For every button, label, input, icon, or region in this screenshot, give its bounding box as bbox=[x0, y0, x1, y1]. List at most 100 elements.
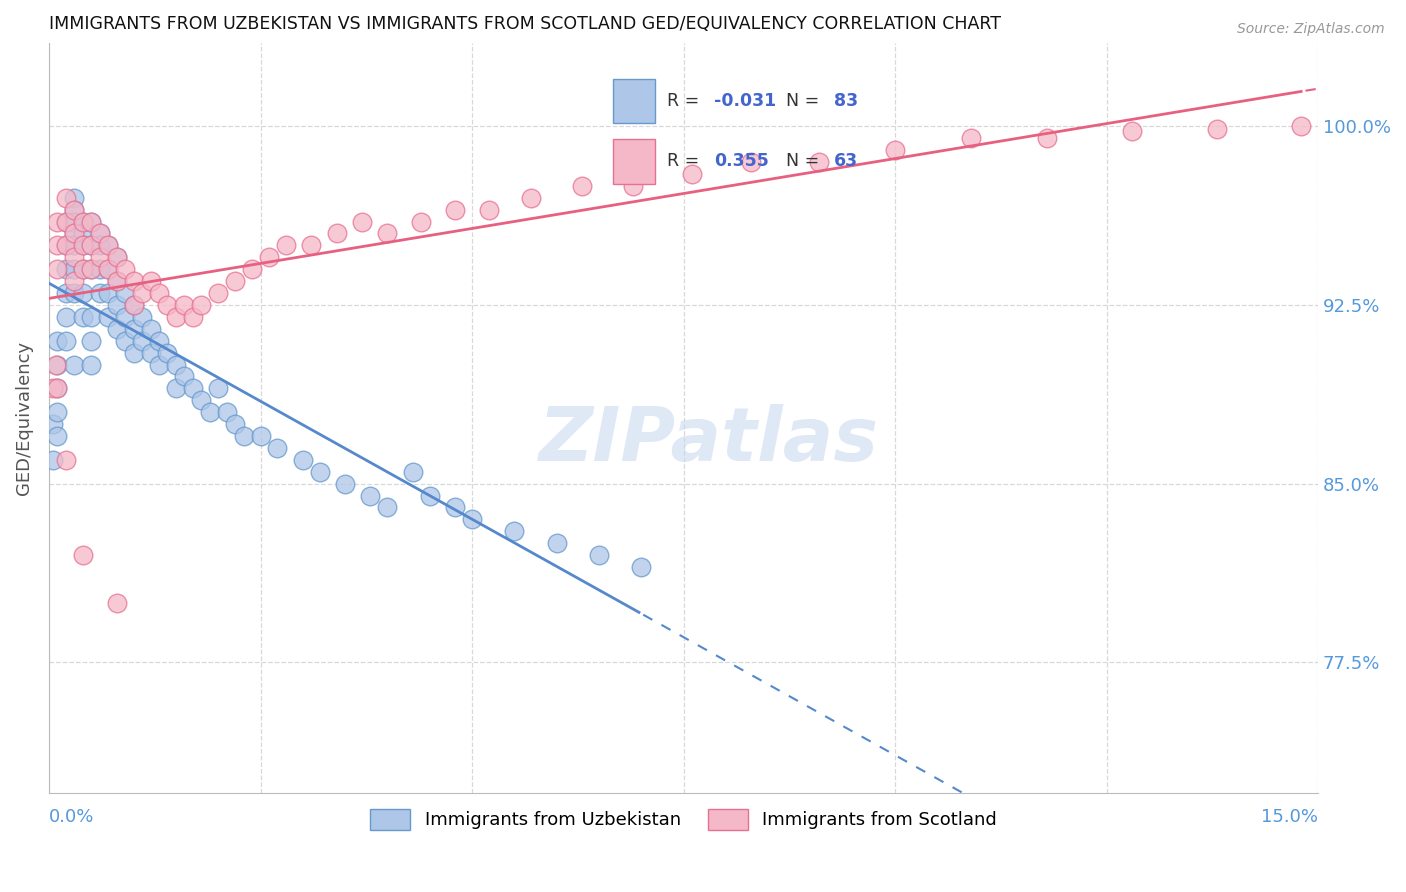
Point bbox=[291, 452, 314, 467]
Point bbox=[148, 334, 170, 348]
Point bbox=[72, 262, 94, 277]
Point bbox=[224, 274, 246, 288]
Point bbox=[63, 191, 86, 205]
Point bbox=[299, 238, 322, 252]
Point bbox=[588, 548, 610, 562]
Point bbox=[325, 227, 347, 241]
Point bbox=[63, 358, 86, 372]
Point bbox=[63, 262, 86, 277]
Point bbox=[46, 405, 69, 419]
Point bbox=[681, 167, 703, 181]
Point bbox=[97, 286, 120, 301]
Point bbox=[122, 274, 145, 288]
Point bbox=[63, 286, 86, 301]
Point bbox=[215, 405, 238, 419]
Point bbox=[1036, 131, 1059, 145]
Point bbox=[165, 358, 187, 372]
Point bbox=[46, 214, 69, 228]
Point bbox=[72, 262, 94, 277]
Point bbox=[105, 274, 128, 288]
Point bbox=[42, 417, 65, 431]
Point bbox=[1121, 124, 1143, 138]
Point bbox=[207, 381, 229, 395]
Y-axis label: GED/Equivalency: GED/Equivalency bbox=[15, 341, 32, 495]
Point bbox=[63, 227, 86, 241]
Point bbox=[55, 334, 77, 348]
Point bbox=[207, 286, 229, 301]
Point bbox=[122, 298, 145, 312]
Text: ZIPatlas: ZIPatlas bbox=[538, 404, 879, 477]
Point bbox=[63, 214, 86, 228]
Point bbox=[89, 262, 111, 277]
Point bbox=[131, 334, 153, 348]
Point bbox=[46, 262, 69, 277]
Point bbox=[63, 250, 86, 264]
Point bbox=[42, 452, 65, 467]
Point bbox=[105, 298, 128, 312]
Point bbox=[114, 286, 136, 301]
Point bbox=[46, 238, 69, 252]
Point bbox=[411, 214, 433, 228]
Point bbox=[63, 238, 86, 252]
Point bbox=[63, 227, 86, 241]
Point bbox=[55, 286, 77, 301]
Point bbox=[55, 310, 77, 324]
Point bbox=[960, 131, 983, 145]
Point bbox=[198, 405, 221, 419]
Point bbox=[72, 310, 94, 324]
Text: IMMIGRANTS FROM UZBEKISTAN VS IMMIGRANTS FROM SCOTLAND GED/EQUIVALENCY CORRELATI: IMMIGRANTS FROM UZBEKISTAN VS IMMIGRANTS… bbox=[49, 15, 1001, 33]
Point bbox=[139, 322, 162, 336]
Point bbox=[80, 310, 103, 324]
Point bbox=[55, 238, 77, 252]
Point bbox=[114, 310, 136, 324]
Point bbox=[333, 476, 356, 491]
Point bbox=[478, 202, 501, 217]
Point bbox=[884, 143, 907, 157]
Point bbox=[46, 381, 69, 395]
Point bbox=[444, 500, 467, 515]
Point bbox=[181, 381, 204, 395]
Point bbox=[156, 345, 179, 359]
Point bbox=[97, 238, 120, 252]
Point bbox=[148, 286, 170, 301]
Point bbox=[72, 548, 94, 562]
Point bbox=[114, 262, 136, 277]
Point bbox=[55, 191, 77, 205]
Point bbox=[249, 429, 271, 443]
Text: Source: ZipAtlas.com: Source: ZipAtlas.com bbox=[1237, 22, 1385, 37]
Point bbox=[131, 286, 153, 301]
Point bbox=[80, 334, 103, 348]
Point bbox=[173, 298, 195, 312]
Point bbox=[503, 524, 526, 539]
Point bbox=[571, 178, 593, 193]
Point bbox=[165, 310, 187, 324]
Point bbox=[190, 298, 212, 312]
Point bbox=[55, 238, 77, 252]
Point bbox=[89, 227, 111, 241]
Point bbox=[80, 238, 103, 252]
Point bbox=[72, 227, 94, 241]
Point bbox=[72, 214, 94, 228]
Point bbox=[80, 238, 103, 252]
Point bbox=[308, 465, 330, 479]
Point bbox=[122, 345, 145, 359]
Point bbox=[80, 262, 103, 277]
Point bbox=[55, 452, 77, 467]
Point bbox=[360, 489, 382, 503]
Point bbox=[1289, 120, 1312, 134]
Point bbox=[122, 322, 145, 336]
Point bbox=[419, 489, 441, 503]
Point bbox=[105, 250, 128, 264]
Point bbox=[63, 202, 86, 217]
Point bbox=[630, 560, 652, 574]
Point bbox=[350, 214, 373, 228]
Point bbox=[72, 238, 94, 252]
Point bbox=[181, 310, 204, 324]
Point bbox=[377, 227, 399, 241]
Point bbox=[402, 465, 425, 479]
Point bbox=[89, 227, 111, 241]
Point bbox=[139, 345, 162, 359]
Legend: Immigrants from Uzbekistan, Immigrants from Scotland: Immigrants from Uzbekistan, Immigrants f… bbox=[363, 802, 1004, 837]
Point bbox=[97, 238, 120, 252]
Point bbox=[114, 334, 136, 348]
